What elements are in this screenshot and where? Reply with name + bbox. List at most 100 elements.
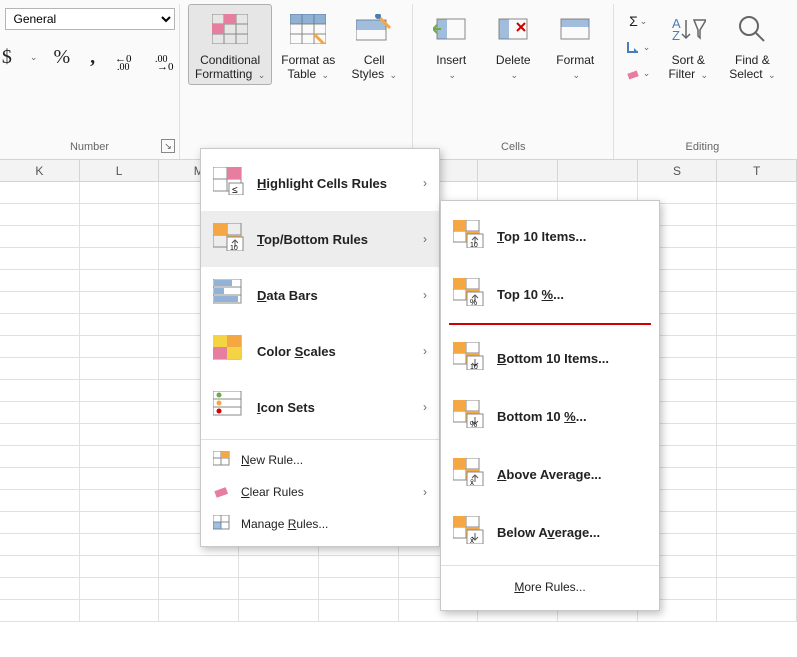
below-average-icon: x̄ xyxy=(453,516,485,548)
data-bars-item[interactable]: Data Bars › xyxy=(201,267,439,323)
col-header[interactable] xyxy=(478,160,558,182)
top-10-percent-item[interactable]: % Top 10 %... xyxy=(441,265,659,323)
below-average-item[interactable]: x̄ Below Average... xyxy=(441,503,659,561)
menu-label: More Rules... xyxy=(453,580,647,594)
find-select-icon xyxy=(732,9,772,49)
button-label: Format⌄ xyxy=(556,53,594,82)
menu-label: Color Scales xyxy=(257,344,423,359)
top-10-percent-icon: % xyxy=(453,278,485,310)
menu-label: New Rule... xyxy=(241,453,427,467)
svg-text:10: 10 xyxy=(470,242,478,248)
menu-label: Data Bars xyxy=(257,288,423,303)
editing-group: Σ⌄ ⌄ ⌄ AZ Sort &Filter ⌄ Find &Select ⌄ … xyxy=(614,4,790,159)
menu-label: Top 10 Items... xyxy=(497,229,647,244)
manage-rules-item[interactable]: Manage Rules... xyxy=(201,508,439,540)
number-format-select[interactable]: General xyxy=(5,8,175,30)
ribbon: General $⌄ % , ←0.00 .00→0 Number ↘ xyxy=(0,0,797,160)
manage-rules-icon xyxy=(213,515,231,533)
svg-text:.00: .00 xyxy=(117,62,130,70)
group-label: Cells xyxy=(501,137,525,159)
cell-styles-button[interactable]: CellStyles ⌄ xyxy=(344,4,404,85)
comma-button[interactable]: , xyxy=(86,44,99,71)
svg-text:≤: ≤ xyxy=(232,185,238,195)
color-scales-icon xyxy=(213,335,245,367)
delete-button[interactable]: Delete⌄ xyxy=(483,4,543,85)
format-icon xyxy=(555,9,595,49)
col-header[interactable]: S xyxy=(638,160,718,182)
menu-label: Highlight Cells Rules xyxy=(257,176,423,191)
new-rule-item[interactable]: New Rule... xyxy=(201,444,439,476)
svg-text:%: % xyxy=(470,420,477,428)
data-bars-icon xyxy=(213,279,245,311)
bottom-10-percent-item[interactable]: % Bottom 10 %... xyxy=(441,387,659,445)
svg-text:x̄: x̄ xyxy=(470,536,474,544)
chevron-right-icon: › xyxy=(423,344,427,358)
top-10-items-icon: 10 xyxy=(453,220,485,252)
col-header[interactable]: K xyxy=(0,160,80,182)
bottom-10-items-icon: 10 xyxy=(453,342,485,374)
highlight-cells-rules-item[interactable]: ≤ Highlight Cells Rules › xyxy=(201,155,439,211)
button-label: Sort &Filter ⌄ xyxy=(668,53,708,82)
button-label: Format asTable ⌄ xyxy=(281,53,335,82)
button-label: Insert⌄ xyxy=(436,53,466,82)
increase-decimal-button[interactable]: ←0.00 xyxy=(111,48,141,72)
menu-label: Icon Sets xyxy=(257,400,423,415)
col-header[interactable]: L xyxy=(80,160,160,182)
format-as-table-button[interactable]: Format asTable ⌄ xyxy=(274,4,342,85)
insert-icon xyxy=(431,9,471,49)
conditional-formatting-button[interactable]: ConditionalFormatting ⌄ xyxy=(188,4,272,85)
menu-label: Clear Rules xyxy=(241,485,423,499)
number-group: General $⌄ % , ←0.00 .00→0 Number ↘ xyxy=(0,4,180,159)
svg-text:Z: Z xyxy=(672,28,680,43)
fill-button[interactable]: ⌄ xyxy=(626,36,650,58)
menu-separator xyxy=(201,439,439,440)
above-average-icon: x̄ xyxy=(453,458,485,490)
format-button[interactable]: Format⌄ xyxy=(545,4,605,85)
number-buttons-row: $⌄ % , ←0.00 .00→0 xyxy=(0,44,181,71)
top-bottom-icon: 10 xyxy=(213,223,245,255)
more-rules-item[interactable]: More Rules... xyxy=(441,570,659,604)
conditional-formatting-menu: ≤ Highlight Cells Rules › 10 Top/Bottom … xyxy=(200,148,440,547)
find-select-button[interactable]: Find &Select ⌄ xyxy=(722,4,782,85)
insert-button[interactable]: Insert⌄ xyxy=(421,4,481,85)
col-header[interactable] xyxy=(558,160,638,182)
icon-sets-item[interactable]: Icon Sets › xyxy=(201,379,439,435)
sort-filter-button[interactable]: AZ Sort &Filter ⌄ xyxy=(658,4,718,85)
currency-button[interactable]: $ xyxy=(0,44,16,71)
button-label: CellStyles ⌄ xyxy=(351,53,397,82)
autosum-button[interactable]: Σ⌄ xyxy=(626,10,650,32)
cells-group: Insert⌄ Delete⌄ Format⌄ Cells xyxy=(413,4,614,159)
menu-label: Below Average... xyxy=(497,525,647,540)
chevron-right-icon: › xyxy=(423,232,427,246)
above-average-item[interactable]: x̄ Above Average... xyxy=(441,445,659,503)
menu-label: Top 10 %... xyxy=(497,287,647,302)
cell-styles-icon xyxy=(354,9,394,49)
top-bottom-rules-item[interactable]: 10 Top/Bottom Rules › xyxy=(201,211,439,267)
menu-label: Top/Bottom Rules xyxy=(257,232,423,247)
decrease-decimal-button[interactable]: .00→0 xyxy=(151,48,181,72)
bottom-10-percent-icon: % xyxy=(453,400,485,432)
col-header[interactable]: T xyxy=(717,160,797,182)
chevron-down-icon: ⌄ xyxy=(30,52,38,63)
color-scales-item[interactable]: Color Scales › xyxy=(201,323,439,379)
svg-text:→0: →0 xyxy=(157,61,174,70)
top-10-items-item[interactable]: 10 Top 10 Items... xyxy=(441,207,659,265)
clear-rules-icon xyxy=(213,483,231,501)
svg-text:10: 10 xyxy=(470,364,478,370)
highlight-cells-icon: ≤ xyxy=(213,167,245,199)
bottom-10-items-item[interactable]: 10 Bottom 10 Items... xyxy=(441,329,659,387)
menu-label: Above Average... xyxy=(497,467,647,482)
dialog-launcher-icon[interactable]: ↘ xyxy=(161,139,175,153)
chevron-right-icon: › xyxy=(423,400,427,414)
clear-rules-item[interactable]: Clear Rules › xyxy=(201,476,439,508)
clear-button[interactable]: ⌄ xyxy=(626,62,650,84)
top-bottom-submenu: 10 Top 10 Items... % Top 10 %... 10 Bott… xyxy=(440,200,660,611)
percent-button[interactable]: % xyxy=(49,44,74,71)
styles-group: ConditionalFormatting ⌄ Format asTable ⌄… xyxy=(180,4,413,159)
menu-label: Bottom 10 Items... xyxy=(497,351,647,366)
new-rule-icon xyxy=(213,451,231,469)
sort-filter-icon: AZ xyxy=(668,9,708,49)
chevron-right-icon: › xyxy=(423,176,427,190)
button-label: ConditionalFormatting ⌄ xyxy=(195,53,265,82)
delete-icon xyxy=(493,9,533,49)
